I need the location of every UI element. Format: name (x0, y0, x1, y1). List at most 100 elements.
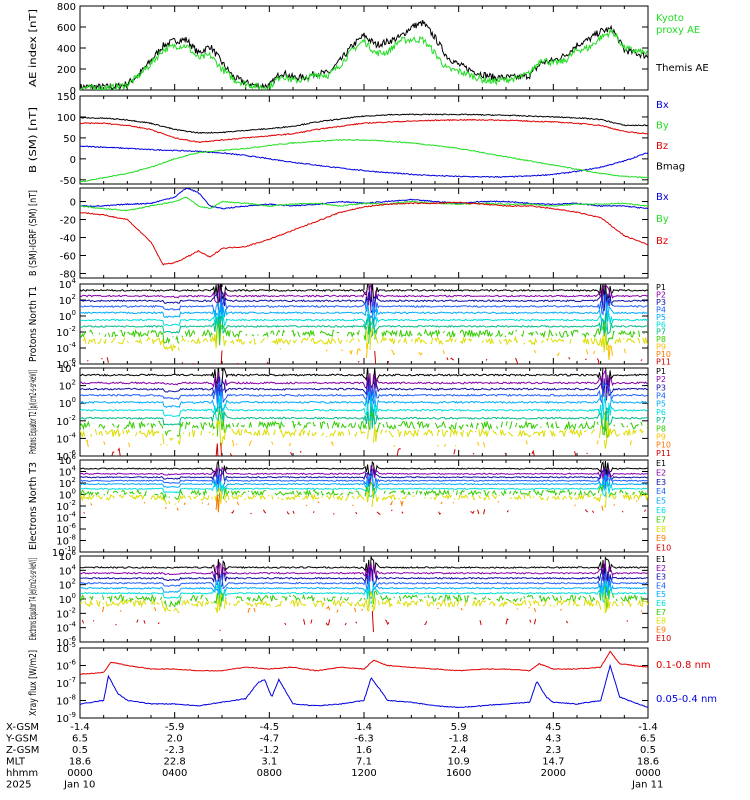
axis-row-label: 2025 (6, 780, 31, 791)
legend-item-Bmag: Bmag (656, 162, 685, 173)
y-tick-label: 102 (59, 476, 76, 490)
plot-area (80, 556, 648, 632)
axis-value: 18.6 (69, 757, 91, 768)
legend-item-Bx: Bx (656, 100, 669, 111)
y-tick-label: 400 (57, 44, 76, 55)
series-line-E4 (80, 572, 648, 595)
y-axis-label: Electrons Equator T4 [e/(cm2-s-sr-keV)] (28, 558, 39, 640)
series-line-E1 (80, 556, 648, 579)
legend-item-P5: P5 (656, 400, 666, 409)
legend-item-E6: E6 (656, 506, 666, 515)
series-line-E2 (80, 465, 648, 484)
series-line-E10 (82, 611, 648, 632)
panel-2: -50 0 50 100 150 B (SM) [nT] Bx By Bz Bmag (28, 92, 685, 187)
y-tick-label: 10-7 (56, 676, 76, 690)
y-tick-label: 10-6 (56, 449, 76, 463)
y-tick-label: 10-6 (56, 635, 76, 649)
series-line-P8 (80, 409, 648, 438)
axis-row-label: Y-GSM (5, 734, 38, 745)
y-tick-label: 104 (59, 465, 77, 479)
panel-frame (79, 5, 649, 91)
series-line-E3 (80, 567, 648, 590)
series-line-P1 (80, 284, 648, 303)
series-line-P2 (80, 284, 648, 309)
y-tick-label: 10-4 (56, 621, 76, 635)
plot-area (80, 284, 648, 364)
legend-item-proxy-AE: proxy AE (656, 25, 700, 36)
axis-value: -5.9 (165, 722, 185, 733)
series-line-Bx (80, 145, 648, 178)
legend-item-P10: P10 (656, 350, 671, 359)
series-line-E5 (80, 474, 648, 493)
plot-area (80, 650, 648, 709)
y-tick-label: 0 (70, 198, 76, 209)
axis-row-label: X-GSM (6, 722, 39, 733)
legend-item-E3: E3 (656, 478, 666, 487)
y-axis-label: Xray flux [W/m2] (28, 650, 39, 716)
y-tick-label: 0 (70, 86, 76, 97)
y-tick-label: -40 (60, 234, 76, 245)
y-tick-label: 106 (59, 549, 77, 563)
series-line-E1 (80, 460, 648, 479)
y-tick-label: 100 (59, 592, 76, 606)
legend-item-P9: P9 (656, 343, 666, 352)
legend-item-P4: P4 (656, 305, 666, 314)
y-tick-label: 102 (59, 379, 76, 393)
legend-item-By: By (656, 121, 669, 132)
legend-item-P8: P8 (656, 424, 666, 433)
y-tick-label: 10-5 (56, 641, 76, 655)
legend-item-P11: P11 (656, 449, 671, 458)
axis-value: 1.4 (356, 722, 372, 733)
y-axis-label: B (SM)-IGRF (SM) [nT] (28, 190, 39, 276)
axis-value: 6.5 (640, 734, 656, 745)
legend-item-P11: P11 (656, 358, 671, 367)
series-line-Bz (80, 118, 648, 143)
panel-3: -80 -60 -40 -20 0 B (SM)-IGRF (SM) [nT] Bx By Bz (28, 187, 669, 281)
legend-item-E7: E7 (656, 515, 666, 524)
legend-item-Kyoto: Kyoto (656, 13, 684, 24)
legend-item-E1: E1 (656, 459, 666, 468)
axis-value: -4.5 (260, 722, 280, 733)
y-tick-label: 100 (57, 113, 76, 124)
y-tick-label: 10-4 (56, 511, 76, 525)
y-tick-label: 100 (59, 396, 76, 410)
y-tick-label: 10-2 (56, 325, 76, 339)
axis-row-label: Z-GSM (6, 745, 39, 756)
series-line-E10 (83, 509, 647, 515)
axis-value: 18.6 (637, 757, 659, 768)
y-axis-label: AE index [nT] (28, 9, 39, 87)
series-line-P6 (80, 309, 648, 333)
axis-row-label: MLT (6, 757, 26, 768)
legend-item-By: By (656, 214, 669, 225)
y-tick-label: 10-6 (56, 659, 76, 673)
axis-value: 1200 (351, 768, 376, 779)
series-line-P11 (86, 350, 643, 364)
plot-area (80, 368, 648, 466)
legend-item-P9: P9 (656, 432, 666, 441)
series-line-E4 (80, 471, 648, 490)
y-tick-label: -20 (60, 216, 76, 227)
legend-item-E6: E6 (656, 599, 666, 608)
axis-value: -2.3 (165, 745, 185, 756)
y-tick-label: 104 (59, 563, 77, 577)
series-line-P4 (80, 293, 648, 320)
axis-value: 7.1 (356, 757, 372, 768)
legend-item-E2: E2 (656, 468, 666, 477)
series-line-P3 (80, 376, 648, 404)
y-tick-label: 0 (70, 155, 76, 166)
series-line-P5 (80, 302, 648, 326)
y-tick-label: 104 (59, 277, 77, 291)
series-line-E9 (90, 492, 638, 513)
legend-item-E9: E9 (656, 534, 666, 543)
plot-area (80, 19, 648, 90)
legend-item-E10: E10 (656, 634, 671, 643)
legend-item-E10: E10 (656, 544, 671, 553)
y-axis-label: Protons North T1 (28, 286, 39, 362)
series-line-E6 (80, 581, 648, 604)
axis-value: 2.4 (451, 745, 467, 756)
axis-value: 0.5 (640, 745, 656, 756)
axis-value: 2.3 (545, 745, 561, 756)
legend-item-E8: E8 (656, 525, 666, 534)
panel-frame (79, 367, 649, 457)
